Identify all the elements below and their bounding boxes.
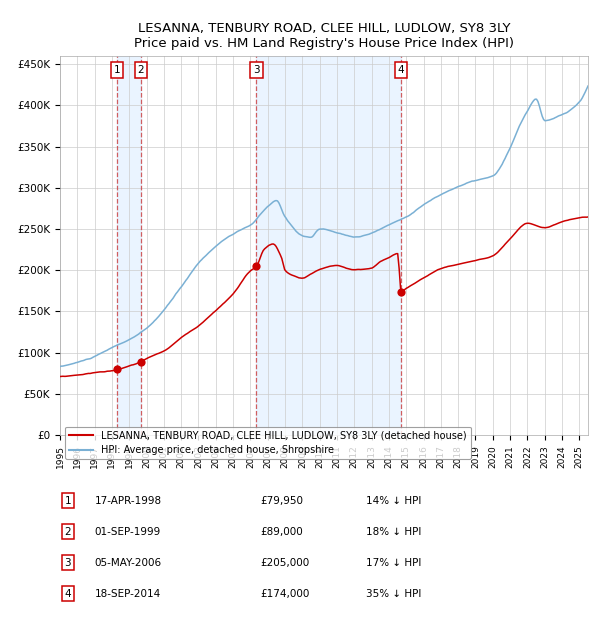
Text: 35% ↓ HPI: 35% ↓ HPI [366,589,422,599]
Text: £205,000: £205,000 [260,558,310,568]
Text: 14% ↓ HPI: 14% ↓ HPI [366,495,422,506]
Text: 05-MAY-2006: 05-MAY-2006 [94,558,161,568]
Point [136,356,146,366]
Point [397,286,406,296]
Text: £89,000: £89,000 [260,527,304,537]
Text: 1: 1 [65,495,71,506]
Legend: LESANNA, TENBURY ROAD, CLEE HILL, LUDLOW, SY8 3LY (detached house), HPI: Average: LESANNA, TENBURY ROAD, CLEE HILL, LUDLOW… [65,427,471,459]
Title: LESANNA, TENBURY ROAD, CLEE HILL, LUDLOW, SY8 3LY
Price paid vs. HM Land Registr: LESANNA, TENBURY ROAD, CLEE HILL, LUDLOW… [134,22,514,50]
Text: 1: 1 [113,65,120,75]
Point [251,261,261,271]
Text: £79,950: £79,950 [260,495,304,506]
Text: 3: 3 [65,558,71,568]
Text: 01-SEP-1999: 01-SEP-1999 [94,527,161,537]
Text: £174,000: £174,000 [260,589,310,599]
Text: 17-APR-1998: 17-APR-1998 [94,495,161,506]
Text: 18-SEP-2014: 18-SEP-2014 [94,589,161,599]
Text: 18% ↓ HPI: 18% ↓ HPI [366,527,422,537]
Text: 4: 4 [398,65,404,75]
Point [112,365,122,374]
Text: 3: 3 [253,65,260,75]
Text: 17% ↓ HPI: 17% ↓ HPI [366,558,422,568]
Text: 2: 2 [137,65,144,75]
Text: 2: 2 [65,527,71,537]
Bar [256,56,401,435]
Text: 4: 4 [65,589,71,599]
Bar [117,56,141,435]
